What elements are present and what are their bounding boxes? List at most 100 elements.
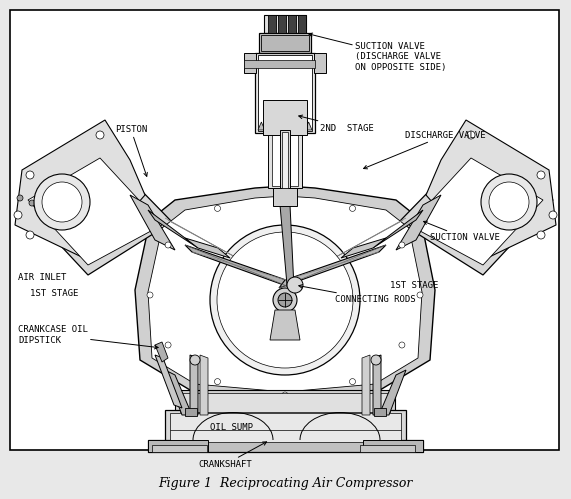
- Polygon shape: [15, 120, 145, 260]
- Polygon shape: [341, 238, 386, 258]
- Bar: [148, 440, 423, 452]
- Bar: [261, 35, 309, 51]
- Text: CRANKSHAFT: CRANKSHAFT: [198, 442, 267, 469]
- Polygon shape: [148, 210, 198, 248]
- Bar: [259, 33, 311, 53]
- Bar: [264, 15, 306, 33]
- Bar: [278, 15, 286, 33]
- Circle shape: [29, 200, 35, 206]
- Bar: [314, 53, 326, 73]
- Text: SUCTION VALVE: SUCTION VALVE: [424, 221, 500, 243]
- Polygon shape: [299, 122, 305, 130]
- Bar: [165, 410, 406, 445]
- Polygon shape: [396, 195, 441, 250]
- Polygon shape: [271, 122, 278, 130]
- Circle shape: [549, 211, 557, 219]
- Bar: [288, 15, 296, 33]
- Circle shape: [287, 277, 303, 293]
- Polygon shape: [373, 210, 423, 248]
- Circle shape: [210, 225, 360, 375]
- Text: OIL SUMP: OIL SUMP: [211, 423, 254, 432]
- Bar: [244, 53, 256, 73]
- Text: PISTON: PISTON: [115, 126, 147, 176]
- Circle shape: [278, 293, 292, 307]
- Bar: [152, 445, 207, 452]
- Polygon shape: [185, 245, 292, 288]
- Circle shape: [467, 131, 475, 139]
- Bar: [363, 440, 423, 452]
- Polygon shape: [409, 158, 543, 265]
- Polygon shape: [285, 122, 292, 130]
- Bar: [185, 408, 197, 416]
- Polygon shape: [185, 238, 230, 258]
- Circle shape: [537, 171, 545, 179]
- Polygon shape: [278, 122, 285, 130]
- Circle shape: [215, 379, 220, 385]
- Text: 2ND  STAGE: 2ND STAGE: [299, 115, 374, 133]
- Circle shape: [282, 192, 288, 198]
- Bar: [10, 10, 559, 450]
- Circle shape: [282, 392, 288, 398]
- Circle shape: [96, 131, 104, 139]
- Polygon shape: [130, 195, 175, 250]
- Circle shape: [165, 342, 171, 348]
- Bar: [273, 188, 297, 206]
- Polygon shape: [155, 355, 182, 408]
- Bar: [268, 133, 302, 188]
- Text: 1ST STAGE: 1ST STAGE: [390, 280, 439, 289]
- Bar: [360, 445, 415, 452]
- Circle shape: [399, 342, 405, 348]
- Bar: [272, 135, 298, 186]
- Bar: [255, 53, 315, 133]
- Circle shape: [273, 288, 297, 312]
- Circle shape: [53, 210, 59, 216]
- Polygon shape: [258, 122, 265, 130]
- Bar: [180, 393, 390, 412]
- Circle shape: [26, 171, 34, 179]
- Polygon shape: [200, 355, 208, 415]
- Circle shape: [349, 379, 356, 385]
- Bar: [170, 413, 401, 442]
- Bar: [175, 390, 395, 415]
- Polygon shape: [148, 196, 422, 392]
- Circle shape: [217, 232, 353, 368]
- Circle shape: [215, 206, 220, 212]
- Circle shape: [481, 174, 537, 230]
- Text: 1ST STAGE: 1ST STAGE: [30, 288, 78, 297]
- Circle shape: [34, 174, 90, 230]
- Text: Figure 1  Reciprocating Air Compressor: Figure 1 Reciprocating Air Compressor: [158, 477, 412, 490]
- Polygon shape: [305, 122, 312, 130]
- Bar: [280, 130, 290, 190]
- Circle shape: [349, 206, 356, 212]
- Circle shape: [41, 205, 47, 211]
- Polygon shape: [379, 370, 406, 415]
- Bar: [263, 100, 307, 135]
- Circle shape: [190, 355, 200, 365]
- Polygon shape: [190, 355, 198, 415]
- Circle shape: [417, 292, 423, 298]
- Text: SUCTION VALVE
(DISCHARGE VALVE
ON OPPOSITE SIDE): SUCTION VALVE (DISCHARGE VALVE ON OPPOSI…: [309, 33, 447, 72]
- Polygon shape: [362, 355, 370, 415]
- Polygon shape: [135, 186, 435, 398]
- Circle shape: [537, 231, 545, 239]
- Bar: [268, 15, 276, 33]
- Polygon shape: [280, 205, 294, 288]
- Polygon shape: [373, 355, 381, 415]
- Polygon shape: [270, 310, 300, 340]
- Text: DISCHARGE VALVE: DISCHARGE VALVE: [364, 131, 485, 169]
- Circle shape: [165, 242, 171, 248]
- Circle shape: [399, 242, 405, 248]
- Circle shape: [489, 182, 529, 222]
- Bar: [282, 132, 288, 188]
- Bar: [244, 60, 315, 68]
- Circle shape: [371, 355, 381, 365]
- Bar: [258, 55, 312, 131]
- Circle shape: [42, 182, 82, 222]
- Circle shape: [17, 195, 23, 201]
- Polygon shape: [399, 148, 553, 275]
- Polygon shape: [426, 120, 556, 260]
- Text: AIR INLET: AIR INLET: [18, 273, 66, 282]
- Circle shape: [147, 292, 153, 298]
- Polygon shape: [18, 148, 172, 275]
- Polygon shape: [165, 370, 192, 415]
